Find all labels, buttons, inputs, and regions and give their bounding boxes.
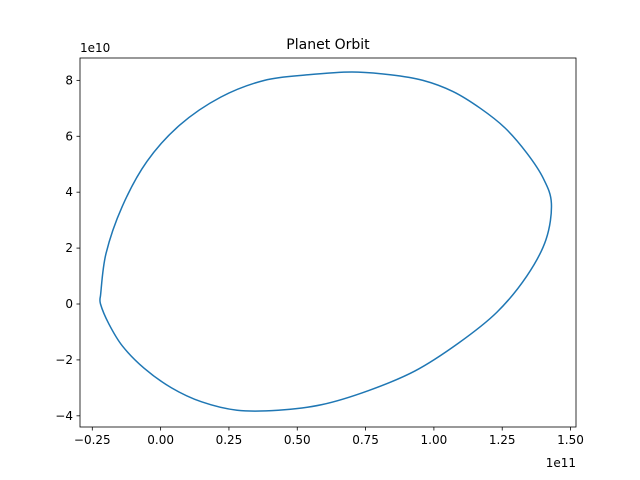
y-tick-label: 6 xyxy=(65,129,73,143)
x-tick-label: 1.00 xyxy=(421,433,448,447)
x-tick-label: 0.00 xyxy=(147,433,174,447)
x-tick-label: −0.25 xyxy=(74,433,111,447)
x-offset-label: 1e11 xyxy=(546,456,576,470)
x-tick-label: 1.50 xyxy=(557,433,584,447)
x-tick-label: 0.75 xyxy=(352,433,379,447)
y-tick-label: 8 xyxy=(65,73,73,87)
y-tick-label: −4 xyxy=(55,409,73,423)
x-tick-label: 0.25 xyxy=(216,433,243,447)
x-tick-label: 1.25 xyxy=(489,433,516,447)
y-tick-label: 2 xyxy=(65,241,73,255)
plot-area xyxy=(99,71,553,412)
x-tick-label: 0.50 xyxy=(284,433,311,447)
chart-title: Planet Orbit xyxy=(286,37,370,53)
y-offset-label: 1e10 xyxy=(80,41,110,55)
orbit-series-line xyxy=(99,71,553,412)
axis-ticks: −0.25 0.00 0.25 0.50 0.75 1.00 1.25 1.50 −4 −2 0 2 4… xyxy=(55,73,584,447)
axes-frame xyxy=(79,57,577,428)
y-tick-label: 4 xyxy=(65,185,73,199)
y-tick-label: −2 xyxy=(55,353,73,367)
y-tick-label: 0 xyxy=(65,297,73,311)
